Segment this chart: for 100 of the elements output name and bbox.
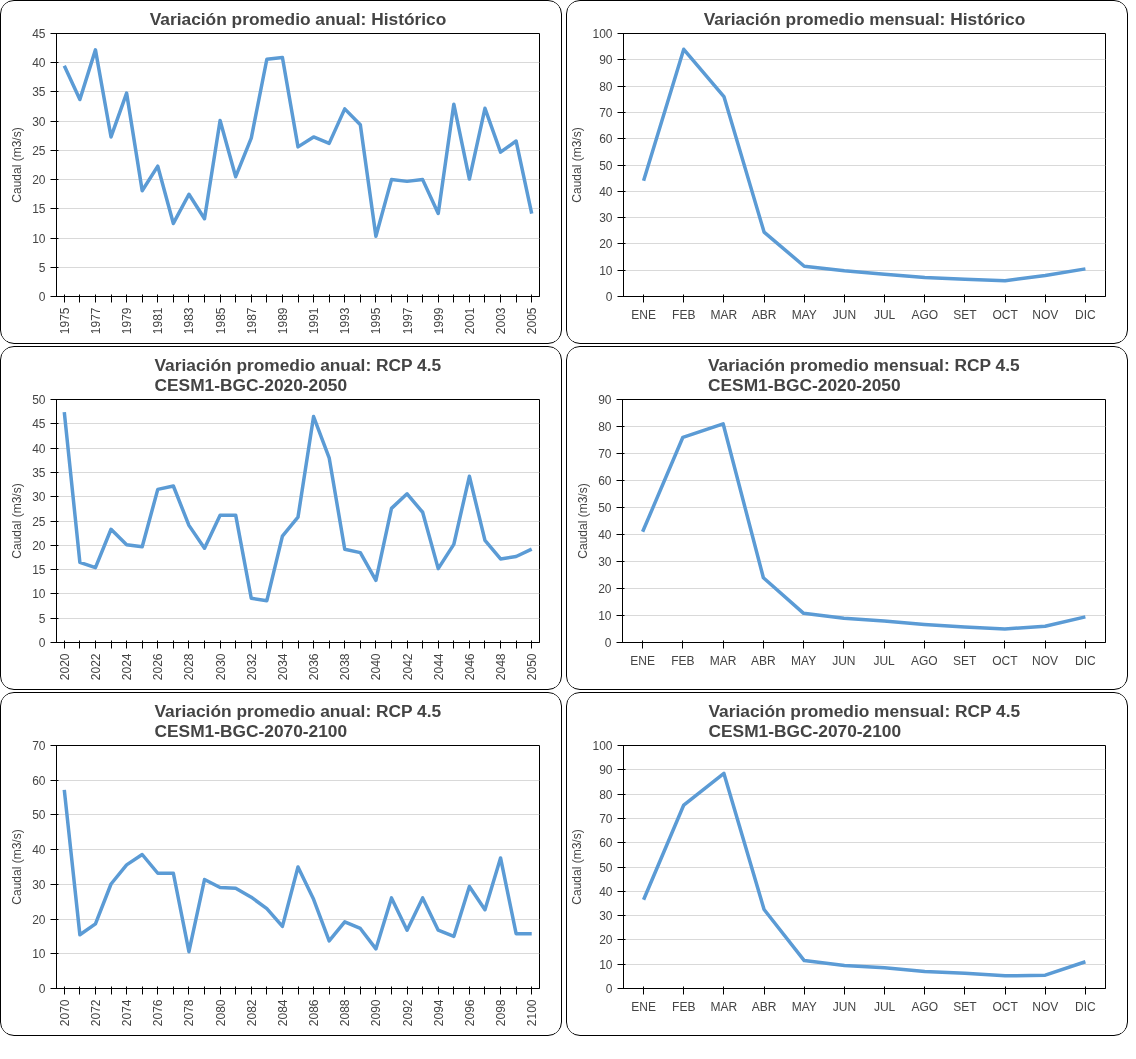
x-tick-label: MAR bbox=[710, 307, 738, 322]
y-axis-title: Caudal (m3/s) bbox=[576, 483, 591, 559]
y-tick-label: 20 bbox=[32, 538, 46, 553]
y-tick-label: 70 bbox=[598, 447, 612, 461]
x-tick-label: 1975 bbox=[57, 307, 72, 335]
x-tick-label: ABR bbox=[751, 307, 777, 322]
chart-title: Variación promedio mensual: RCP 4.5 CESM1-BGC-2020-2050 bbox=[708, 354, 1021, 395]
x-tick-label: 2050 bbox=[525, 653, 540, 681]
x-tick-label: DIC bbox=[1075, 653, 1097, 668]
x-tick-label: 2046 bbox=[462, 653, 477, 681]
x-tick-label: 2036 bbox=[307, 653, 322, 681]
x-tick-label: 2084 bbox=[275, 999, 290, 1027]
x-tick-label: 2005 bbox=[525, 307, 540, 335]
y-tick-label: 15 bbox=[32, 202, 46, 217]
y-tick-label: 30 bbox=[32, 114, 46, 129]
y-tick-label: 60 bbox=[598, 474, 612, 488]
x-tick-label: ENE bbox=[630, 653, 655, 668]
y-tick-label: 90 bbox=[598, 393, 612, 407]
y-tick-label: 20 bbox=[32, 912, 46, 927]
y-tick-label: 100 bbox=[592, 27, 613, 41]
y-tick-label: 60 bbox=[599, 836, 613, 851]
y-tick-label: 35 bbox=[32, 465, 46, 480]
x-tick-label: JUN bbox=[832, 653, 856, 668]
x-tick-label: AGO bbox=[911, 999, 939, 1014]
x-tick-label: JUN bbox=[832, 307, 857, 322]
x-tick-label: 2042 bbox=[400, 653, 415, 681]
x-tick-label: 1997 bbox=[400, 307, 415, 335]
x-tick-label: 2078 bbox=[182, 999, 197, 1027]
x-tick-label: 2092 bbox=[400, 999, 415, 1027]
y-tick-label: 100 bbox=[592, 739, 613, 753]
x-tick-label: 2076 bbox=[151, 999, 166, 1027]
y-tick-label: 70 bbox=[599, 811, 613, 826]
x-tick-label: 2098 bbox=[494, 999, 509, 1027]
y-tick-label: 90 bbox=[599, 53, 613, 68]
x-tick-label: 2040 bbox=[369, 653, 384, 681]
x-tick-label: 2094 bbox=[431, 999, 446, 1027]
y-tick-label: 30 bbox=[598, 555, 612, 569]
y-tick-label: 20 bbox=[599, 933, 613, 948]
chart-title: Variación promedio anual: RCP 4.5 CESM1-BGC-2020-2050 bbox=[154, 354, 442, 395]
x-tick-label: SET bbox=[952, 653, 977, 668]
y-tick-label: 80 bbox=[599, 787, 613, 802]
y-tick-label: 5 bbox=[38, 611, 46, 626]
x-tick-label: JUL bbox=[873, 999, 896, 1014]
x-tick-label: 1989 bbox=[275, 307, 290, 335]
line-series bbox=[62, 48, 534, 239]
y-tick-label: 25 bbox=[32, 514, 46, 529]
y-tick-label: 50 bbox=[598, 501, 612, 515]
y-tick-label: 10 bbox=[32, 947, 46, 962]
y-tick-label: 0 bbox=[38, 982, 46, 996]
x-tick-label: 2038 bbox=[338, 653, 353, 681]
y-tick-label: 40 bbox=[599, 884, 613, 899]
y-tick-label: 50 bbox=[32, 808, 46, 823]
x-tick-label: 2034 bbox=[275, 653, 290, 681]
y-axis-title: Caudal (m3/s) bbox=[10, 483, 25, 559]
x-tick-label: 2074 bbox=[120, 999, 135, 1027]
line-series bbox=[641, 771, 1088, 978]
x-tick-label: OCT bbox=[992, 653, 1019, 668]
x-tick-label: 2032 bbox=[244, 653, 259, 681]
y-tick-label: 50 bbox=[599, 860, 613, 875]
chart-title: Variación promedio anual: RCP 4.5 CESM1-BGC-2070-2100 bbox=[154, 700, 442, 741]
y-tick-label: 5 bbox=[38, 260, 46, 275]
x-tick-label: OCT bbox=[992, 999, 1019, 1014]
x-tick-label: 2024 bbox=[120, 653, 135, 681]
y-tick-label: 80 bbox=[598, 420, 612, 434]
y-tick-label: 60 bbox=[599, 132, 613, 147]
x-tick-label: JUL bbox=[873, 653, 896, 668]
x-tick-label: ENE bbox=[631, 307, 656, 322]
x-tick-label: 2022 bbox=[88, 653, 103, 681]
y-tick-label: 40 bbox=[599, 184, 613, 199]
x-tick-label: FEB bbox=[672, 999, 696, 1014]
y-axis-title: Caudal (m3/s) bbox=[10, 829, 25, 905]
y-tick-label: 10 bbox=[599, 957, 613, 972]
chart-title: Variación promedio mensual: RCP 4.5 CESM1-BGC-2070-2100 bbox=[708, 700, 1021, 741]
x-tick-label: AGO bbox=[911, 653, 938, 668]
x-tick-label: JUN bbox=[832, 999, 857, 1014]
x-tick-label: 1993 bbox=[338, 307, 353, 335]
y-tick-label: 90 bbox=[599, 763, 613, 778]
x-tick-label: 2030 bbox=[213, 653, 228, 681]
line-series bbox=[62, 788, 534, 954]
x-tick-label: MAY bbox=[791, 999, 817, 1014]
x-tick-label: 2086 bbox=[307, 999, 322, 1027]
x-tick-label: 2026 bbox=[151, 653, 166, 681]
x-tick-label: 2070 bbox=[57, 999, 72, 1027]
x-tick-label: MAY bbox=[791, 307, 817, 322]
y-tick-label: 40 bbox=[32, 441, 46, 456]
y-axis-title: Caudal (m3/s) bbox=[570, 127, 585, 203]
x-tick-label: 2096 bbox=[462, 999, 477, 1027]
x-tick-label: DIC bbox=[1075, 999, 1097, 1014]
y-tick-label: 0 bbox=[605, 982, 613, 996]
x-tick-label: FEB bbox=[672, 307, 696, 322]
line-series bbox=[641, 47, 1088, 283]
y-tick-label: 35 bbox=[32, 85, 46, 100]
y-tick-label: 45 bbox=[32, 417, 46, 432]
x-tick-label: 1987 bbox=[244, 307, 259, 335]
x-tick-label: ABR bbox=[751, 999, 777, 1014]
x-tick-label: 1995 bbox=[369, 307, 384, 335]
y-tick-label: 40 bbox=[32, 843, 46, 858]
y-tick-label: 50 bbox=[599, 158, 613, 173]
x-tick-label: ENE bbox=[631, 999, 656, 1014]
y-axis-title: Caudal (m3/s) bbox=[10, 127, 25, 203]
